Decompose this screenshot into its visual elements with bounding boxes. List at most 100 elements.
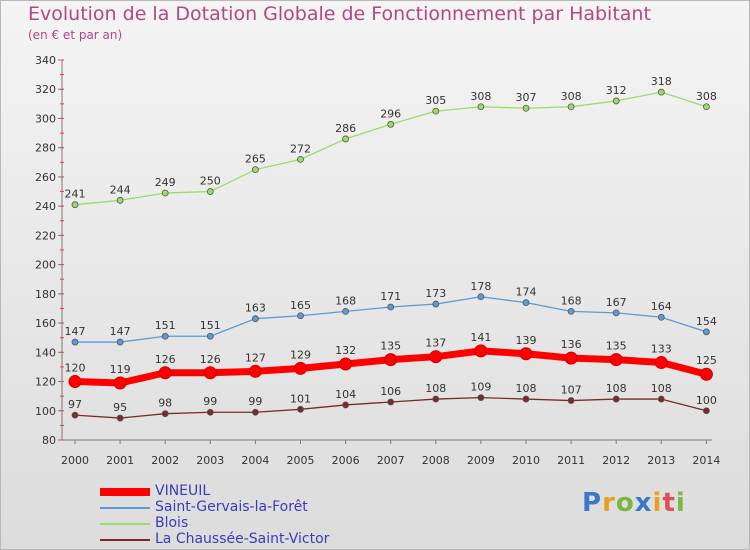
data-label: 286 bbox=[335, 122, 356, 135]
data-point bbox=[71, 338, 79, 346]
x-tick-label: 2009 bbox=[467, 454, 495, 467]
data-label: 174 bbox=[516, 286, 537, 299]
data-label: 135 bbox=[606, 340, 627, 353]
data-label: 129 bbox=[290, 348, 311, 361]
data-point bbox=[567, 397, 575, 404]
data-point bbox=[522, 299, 530, 307]
data-point bbox=[342, 401, 350, 409]
data-label: 137 bbox=[425, 337, 446, 350]
data-label: 307 bbox=[516, 91, 537, 104]
data-point bbox=[699, 367, 713, 381]
legend-swatch bbox=[100, 507, 150, 509]
chart-axes: 80 100 120 140 160 180 200 220 240 260 280 300 320 34… bbox=[35, 54, 720, 467]
data-point bbox=[657, 395, 665, 403]
data-point bbox=[297, 155, 304, 163]
x-tick-label: 2005 bbox=[287, 454, 315, 467]
data-label: 308 bbox=[470, 90, 491, 103]
data-point bbox=[432, 300, 440, 308]
data-label: 308 bbox=[696, 90, 717, 103]
data-label: 126 bbox=[155, 353, 176, 366]
series-la-chauss-e-saint-victor: 97 95 98 99 99 101 104 106 108 109 108 107 108 108 100 bbox=[68, 381, 717, 422]
data-label: 154 bbox=[696, 315, 717, 328]
y-tick-label: 160 bbox=[35, 317, 56, 330]
logo-letter: i bbox=[675, 488, 686, 518]
data-point bbox=[703, 103, 710, 111]
data-point bbox=[657, 313, 665, 321]
data-point bbox=[116, 414, 124, 422]
x-tick-label: 2004 bbox=[241, 454, 269, 467]
data-point bbox=[522, 104, 530, 112]
data-point bbox=[609, 353, 623, 367]
data-label: 99 bbox=[203, 395, 217, 408]
data-point bbox=[206, 188, 214, 195]
legend-label: Blois bbox=[155, 515, 189, 531]
data-point bbox=[294, 361, 307, 375]
data-label: 100 bbox=[696, 394, 717, 407]
series-saint-gervais-la-for-t: 147 147 151 151 163 165 168 171 173 178 174 168 167 1… bbox=[65, 280, 717, 346]
data-label: 173 bbox=[425, 287, 446, 300]
legend-swatch bbox=[100, 523, 150, 525]
y-tick-label: 200 bbox=[35, 259, 56, 272]
data-point bbox=[342, 135, 350, 143]
data-point bbox=[477, 103, 485, 111]
logo-letter: x bbox=[634, 488, 653, 518]
data-point bbox=[387, 120, 395, 128]
data-point bbox=[564, 351, 578, 365]
data-point bbox=[384, 353, 398, 367]
data-point bbox=[203, 366, 217, 380]
data-label: 249 bbox=[155, 176, 176, 189]
x-tick-label: 2008 bbox=[422, 454, 450, 467]
data-point bbox=[297, 405, 304, 413]
x-tick-label: 2006 bbox=[332, 454, 360, 467]
legend-label: VINEUIL bbox=[155, 483, 211, 499]
data-point bbox=[567, 103, 575, 111]
data-label: 151 bbox=[200, 319, 221, 332]
data-point bbox=[339, 357, 353, 371]
logo-letter: o bbox=[615, 488, 635, 518]
data-point bbox=[703, 328, 710, 336]
series-vineuil: 120 119 126 126 127 129 132 135 137 141 139 136 135 1… bbox=[65, 331, 717, 390]
data-point bbox=[206, 332, 214, 340]
y-tick-label: 180 bbox=[35, 288, 56, 301]
data-label: 99 bbox=[248, 395, 262, 408]
x-tick-label: 2000 bbox=[61, 454, 89, 467]
legend-label: Saint-Gervais-la-Forêt bbox=[155, 499, 308, 515]
data-label: 104 bbox=[335, 388, 356, 401]
logo-letter: i bbox=[652, 488, 663, 518]
data-point bbox=[703, 407, 710, 415]
data-point bbox=[387, 398, 395, 406]
logo-letter: r bbox=[602, 488, 616, 518]
data-point bbox=[432, 107, 440, 115]
data-label: 109 bbox=[470, 381, 491, 394]
data-label: 101 bbox=[290, 392, 311, 405]
data-point bbox=[612, 309, 620, 317]
data-label: 244 bbox=[110, 183, 131, 196]
data-label: 312 bbox=[606, 84, 627, 97]
data-point bbox=[567, 307, 575, 315]
data-point bbox=[116, 338, 124, 346]
data-label: 108 bbox=[516, 382, 537, 395]
legend-swatch bbox=[100, 539, 150, 541]
data-label: 265 bbox=[245, 153, 266, 166]
data-label: 318 bbox=[651, 75, 672, 88]
chart-title: Evolution de la Dotation Globale de Fonc… bbox=[28, 3, 651, 25]
y-tick-label: 220 bbox=[35, 229, 56, 242]
data-point bbox=[158, 366, 172, 380]
data-label: 151 bbox=[155, 319, 176, 332]
x-tick-label: 2003 bbox=[196, 454, 224, 467]
data-label: 95 bbox=[113, 401, 127, 414]
data-label: 296 bbox=[380, 107, 401, 120]
data-point bbox=[71, 411, 79, 419]
data-point bbox=[297, 312, 304, 320]
data-point bbox=[477, 293, 485, 301]
x-tick-label: 2012 bbox=[602, 454, 630, 467]
data-label: 125 bbox=[696, 354, 717, 367]
y-tick-label: 140 bbox=[35, 346, 56, 359]
data-point bbox=[522, 395, 530, 403]
data-point bbox=[429, 350, 443, 364]
data-label: 147 bbox=[65, 325, 86, 338]
data-point bbox=[206, 408, 214, 416]
data-point bbox=[432, 395, 440, 403]
data-point bbox=[161, 332, 169, 340]
